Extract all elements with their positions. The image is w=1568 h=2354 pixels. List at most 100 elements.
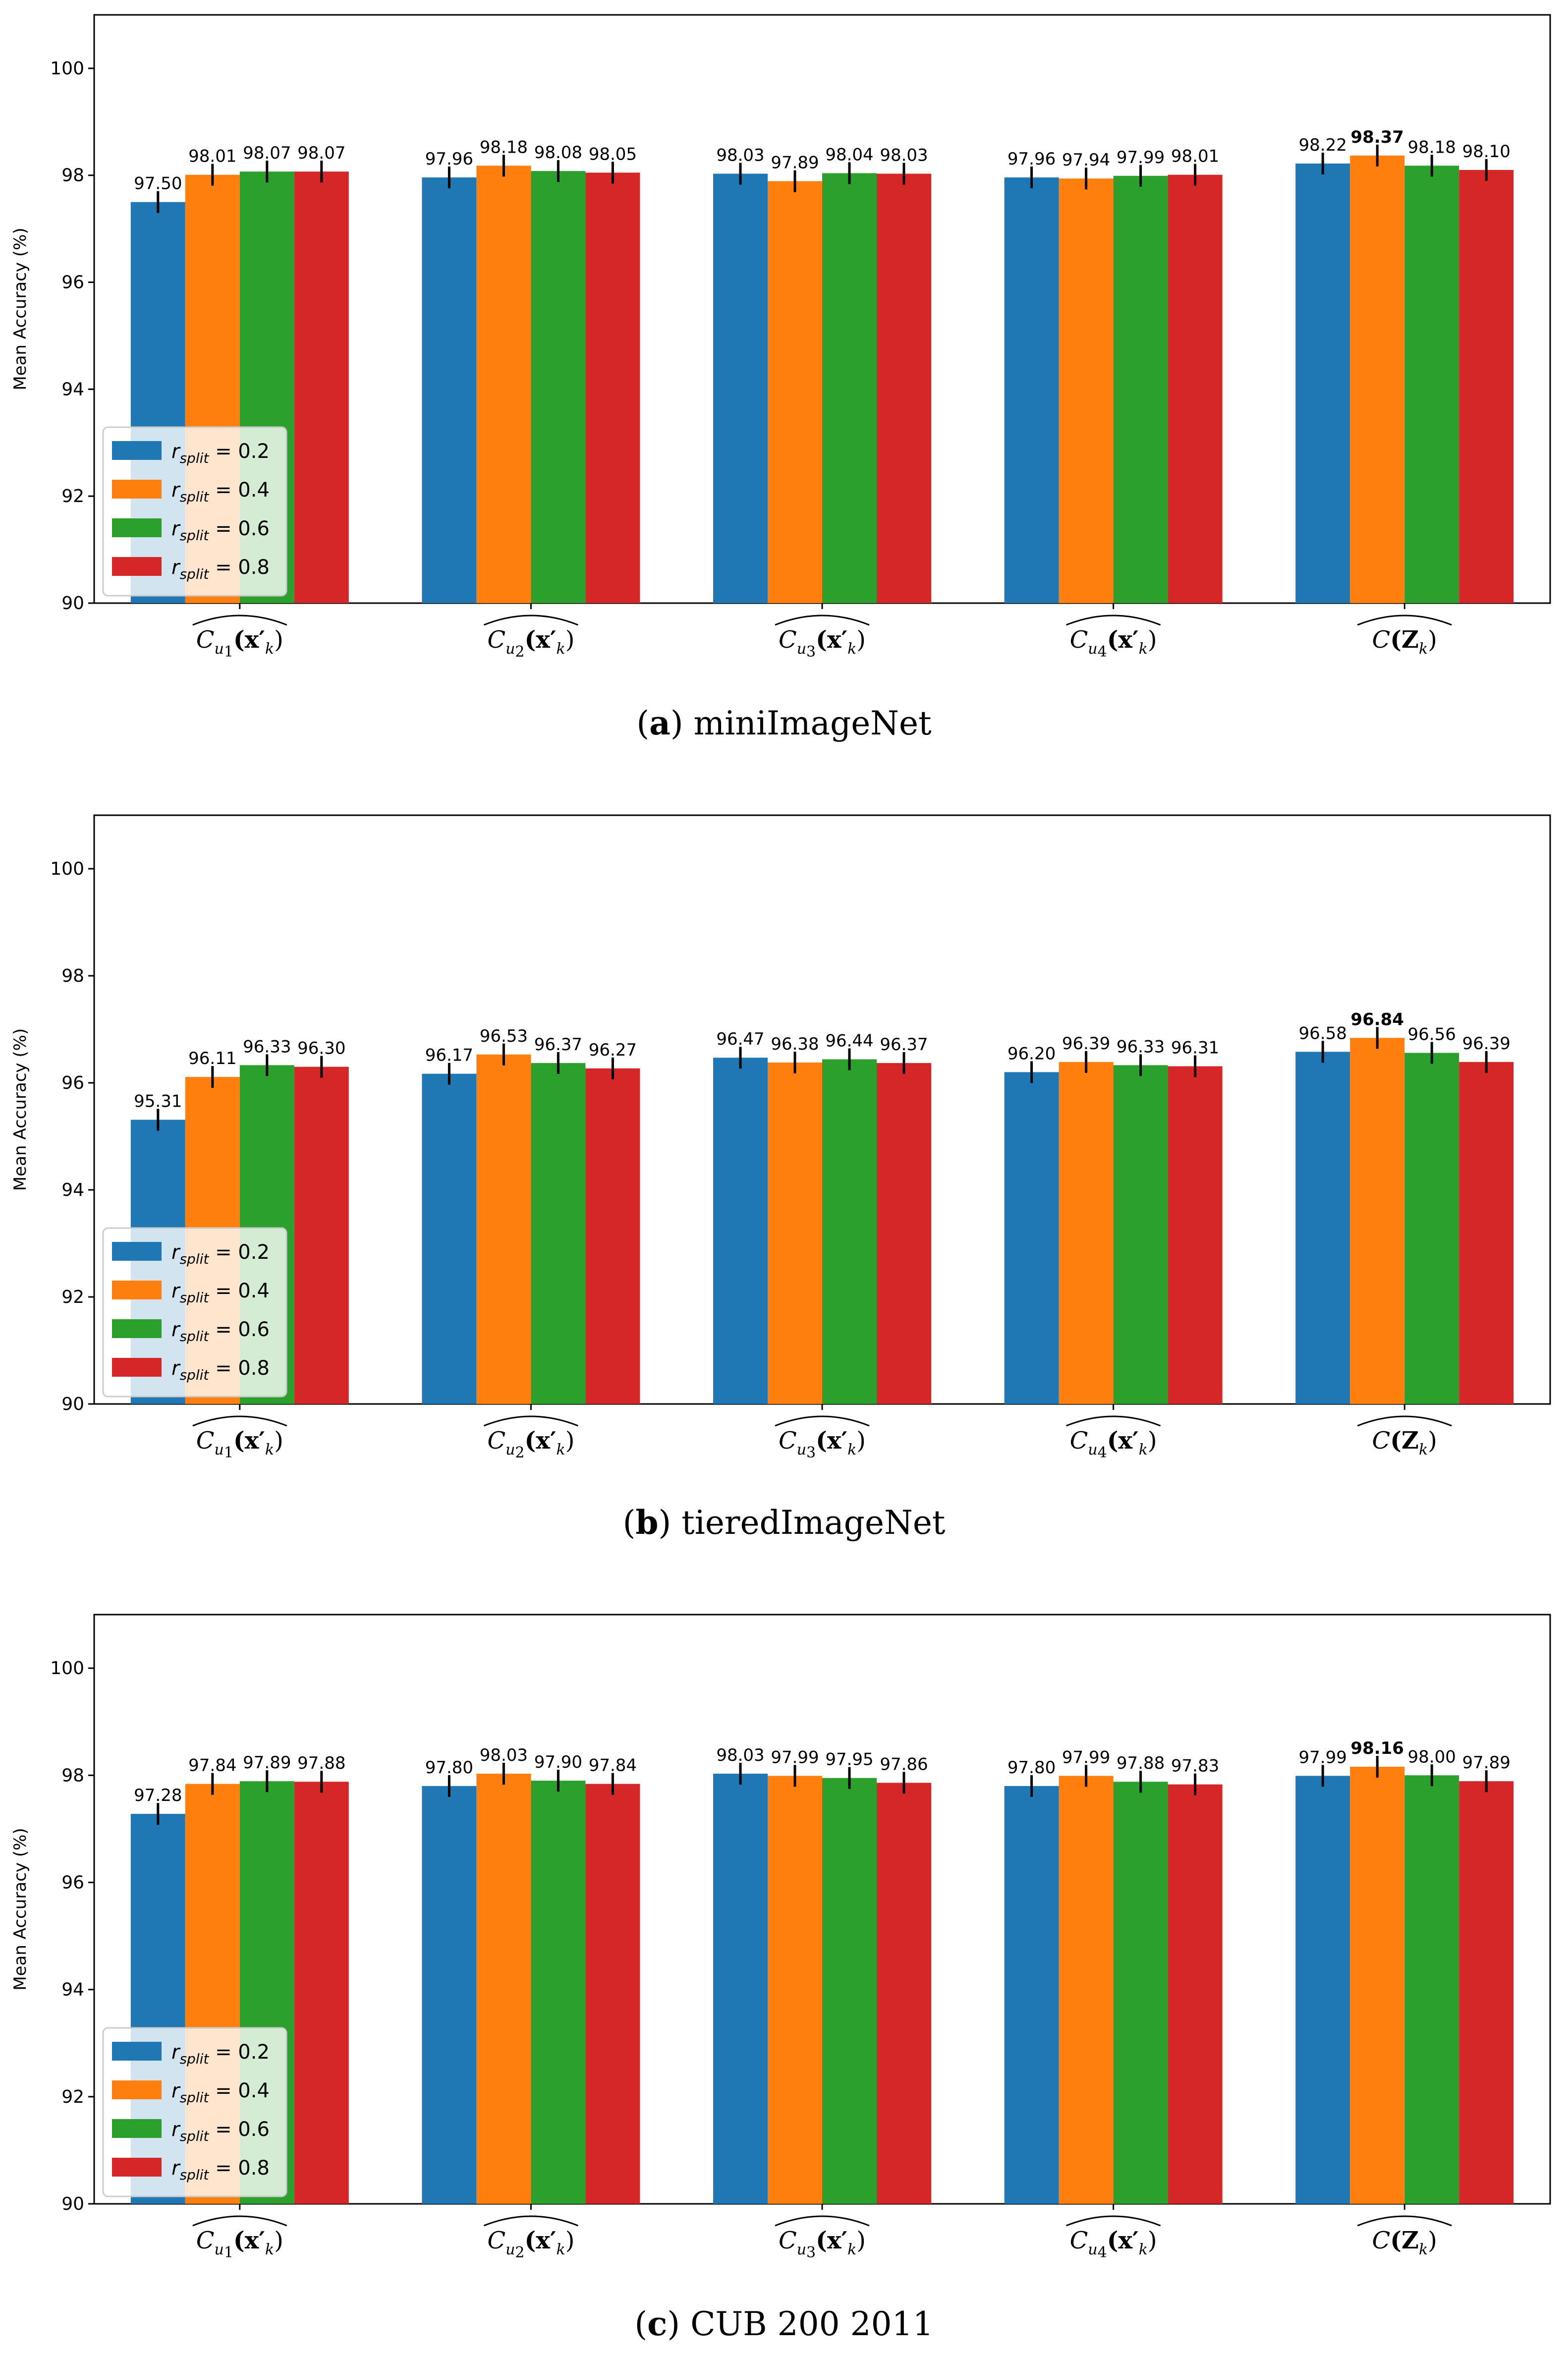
cat-arg: (x′ — [816, 2227, 847, 2254]
legend-swatch — [112, 2158, 162, 2177]
data-label: 98.10 — [1462, 142, 1511, 162]
data-label: 96.84 — [1350, 1009, 1404, 1029]
bar — [294, 1066, 349, 1404]
y-tick-label: 100 — [50, 1658, 84, 1679]
y-tick-label: 94 — [61, 1980, 84, 2000]
hat-accent — [483, 615, 578, 626]
data-label: 98.22 — [1299, 135, 1347, 155]
y-tick-label: 98 — [61, 966, 84, 986]
x-tick-label: Cu4(x′k) — [1066, 615, 1161, 661]
cat-sub: u — [797, 2241, 806, 2258]
cat-subsub: 3 — [806, 1444, 816, 1461]
data-label: 98.03 — [480, 1745, 528, 1765]
cat-argsub: k — [1139, 2241, 1148, 2258]
legend-box — [102, 1227, 287, 1398]
bar — [1404, 1053, 1459, 1404]
x-tick-label: Cu1(x′k) — [192, 1415, 287, 1461]
category-text: Cu4(x′k) — [1070, 2227, 1157, 2261]
y-tick-label: 94 — [61, 1180, 84, 1200]
legend-subscript: split — [179, 566, 209, 582]
x-tick-label: Cu4(x′k) — [1066, 1415, 1161, 1461]
y-tick-label: 96 — [61, 1872, 84, 1893]
bar — [1004, 1072, 1059, 1404]
category-text: C(Zk) — [1372, 1427, 1437, 1458]
hat-accent — [1066, 2215, 1161, 2227]
data-label: 97.84 — [188, 1756, 236, 1776]
data-label: 96.58 — [1299, 1023, 1347, 1043]
bar — [713, 1058, 768, 1404]
data-label: 98.03 — [716, 145, 764, 165]
legend-symbol: r — [171, 1318, 181, 1341]
legend-swatch — [112, 1281, 162, 1299]
bar — [422, 177, 477, 603]
legend-label: rsplit = 0.8 — [171, 556, 270, 582]
legend-symbol: r — [171, 2041, 181, 2064]
data-label: 96.39 — [1462, 1034, 1511, 1054]
cat-arg: (Z — [1390, 626, 1419, 654]
bar — [713, 1774, 768, 2204]
bar — [422, 1073, 477, 1404]
hat-accent — [483, 2215, 578, 2227]
caption-text: CUB 200 2011 — [690, 2305, 934, 2343]
cat-argsub: k — [557, 640, 565, 658]
bar — [1295, 1052, 1350, 1404]
legend-symbol: r — [171, 2157, 181, 2180]
data-label: 97.99 — [1117, 148, 1165, 168]
data-label: 96.56 — [1408, 1025, 1456, 1045]
legend-swatch — [112, 480, 162, 499]
bar — [713, 173, 768, 603]
bar — [1295, 163, 1350, 603]
cat-arg: (x′ — [1107, 2227, 1139, 2254]
category-text: Cu4(x′k) — [1070, 626, 1157, 661]
bar — [877, 173, 931, 603]
legend-symbol: r — [171, 440, 181, 463]
data-label: 96.47 — [716, 1029, 764, 1049]
cat-subsub: 3 — [806, 643, 816, 661]
data-label: 98.01 — [1171, 147, 1219, 167]
x-tick-label: Cu2(x′k) — [483, 615, 578, 661]
cat-sub: u — [215, 640, 224, 658]
bar — [1404, 1775, 1459, 2204]
data-label: 96.37 — [534, 1035, 582, 1055]
data-label: 98.18 — [480, 137, 528, 157]
cat-main: C — [1070, 1427, 1088, 1455]
legend-label: rsplit = 0.4 — [171, 2079, 270, 2106]
cat-arg: (x′ — [816, 1427, 847, 1455]
y-tick-label: 92 — [61, 1287, 84, 1307]
data-label: 98.01 — [188, 147, 236, 167]
hat-accent — [1357, 615, 1452, 626]
cat-argsub: k — [1419, 1441, 1428, 1458]
cat-close: ) — [274, 2227, 283, 2254]
legend-label: rsplit = 0.8 — [171, 1357, 270, 1383]
legend-symbol: r — [171, 1241, 181, 1264]
y-tick-label: 90 — [61, 2194, 84, 2214]
x-tick-label: Cu3(x′k) — [775, 2215, 870, 2261]
category-text: Cu1(x′k) — [196, 2227, 283, 2261]
data-label: 96.33 — [1117, 1037, 1165, 1057]
legend-symbol: r — [171, 556, 181, 579]
bar — [768, 181, 822, 603]
y-tick-label: 100 — [50, 859, 84, 879]
hat-accent — [1066, 1415, 1161, 1427]
cat-subsub: 1 — [224, 643, 233, 661]
chart-panel-2: 90 92 94 96 98 100 Mean Accuracy (%) 95.31 96.11… — [10, 814, 1551, 1542]
data-label: 97.50 — [134, 174, 182, 194]
legend-value: = 0.6 — [209, 517, 270, 540]
cat-main: C — [196, 1427, 215, 1455]
bar — [1350, 155, 1405, 603]
bar — [822, 1059, 877, 1404]
bar — [476, 1054, 531, 1404]
legend-symbol: r — [171, 1280, 181, 1302]
legend-symbol: r — [171, 2118, 181, 2141]
legend-box — [102, 426, 287, 597]
legend-value: = 0.6 — [209, 2118, 270, 2141]
hat-accent — [775, 615, 870, 626]
cat-main: C — [487, 1427, 505, 1455]
bar — [585, 1068, 640, 1404]
cat-main: C — [779, 1427, 797, 1455]
caption-letter: a — [649, 704, 671, 742]
bar — [1004, 177, 1059, 603]
data-label: 98.04 — [825, 145, 873, 165]
